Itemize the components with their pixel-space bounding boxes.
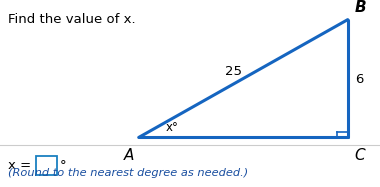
Text: °: ° <box>60 159 66 172</box>
Text: x =: x = <box>8 159 35 172</box>
Text: Find the value of x.: Find the value of x. <box>8 13 135 26</box>
Text: (Round to the nearest degree as needed.): (Round to the nearest degree as needed.) <box>8 168 248 178</box>
Text: B: B <box>355 0 366 15</box>
Text: 25: 25 <box>225 65 242 79</box>
Text: x°: x° <box>165 121 178 134</box>
Text: A: A <box>124 148 135 163</box>
Text: 6: 6 <box>355 73 364 86</box>
FancyBboxPatch shape <box>36 156 57 175</box>
Text: C: C <box>355 148 365 163</box>
